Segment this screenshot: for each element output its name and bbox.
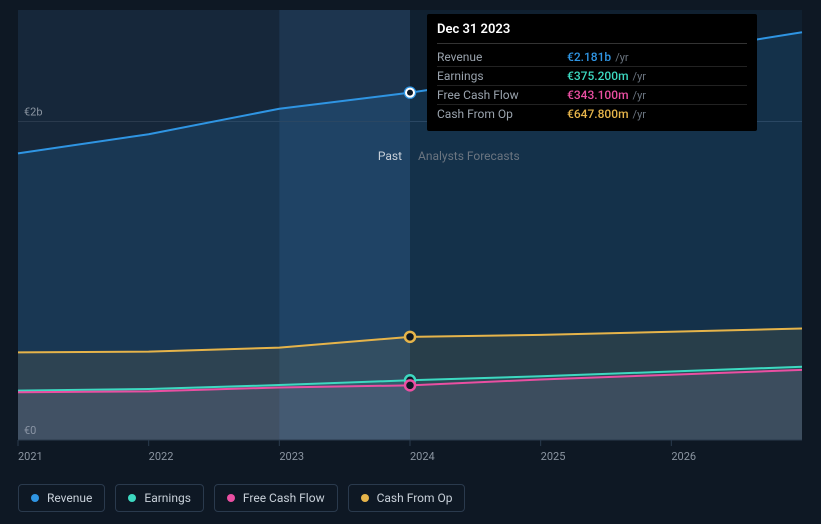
tooltip-row-value: €2.181b	[567, 50, 611, 64]
legend-item-fcf[interactable]: Free Cash Flow	[214, 484, 338, 512]
legend-dot-icon	[361, 494, 369, 502]
svg-text:Analysts Forecasts: Analysts Forecasts	[418, 149, 520, 163]
tooltip-row-label: Revenue	[437, 50, 567, 64]
legend-dot-icon	[227, 494, 235, 502]
tooltip-row-value: €647.800m	[567, 107, 629, 121]
svg-text:2026: 2026	[671, 450, 696, 463]
tooltip-row-value: €343.100m	[567, 88, 629, 102]
legend-dot-icon	[128, 494, 136, 502]
svg-text:Past: Past	[378, 149, 402, 163]
svg-text:2023: 2023	[279, 450, 304, 463]
tooltip-row-unit: /yr	[633, 108, 646, 121]
tooltip-row-value: €375.200m	[567, 69, 629, 83]
legend-item-cash_from_op[interactable]: Cash From Op	[348, 484, 466, 512]
legend-dot-icon	[31, 494, 39, 502]
chart-tooltip: Dec 31 2023 Revenue€2.181b/yrEarnings€37…	[427, 14, 757, 131]
svg-text:€2b: €2b	[24, 105, 43, 118]
svg-text:2021: 2021	[18, 450, 43, 463]
chart-legend: Revenue Earnings Free Cash Flow Cash From O…	[18, 484, 465, 512]
legend-item-revenue[interactable]: Revenue	[18, 484, 105, 512]
legend-item-earnings[interactable]: Earnings	[115, 484, 204, 512]
financials-chart: €0€2bPastAnalysts Forecasts2021202220232…	[0, 0, 821, 524]
legend-label: Free Cash Flow	[243, 491, 325, 505]
tooltip-row: Free Cash Flow€343.100m/yr	[437, 86, 747, 105]
tooltip-row: Revenue€2.181b/yr	[437, 48, 747, 67]
tooltip-title: Dec 31 2023	[437, 22, 747, 44]
tooltip-row-unit: /yr	[615, 51, 628, 64]
tooltip-row: Cash From Op€647.800m/yr	[437, 105, 747, 123]
svg-text:2024: 2024	[410, 450, 435, 463]
legend-label: Cash From Op	[377, 491, 453, 505]
legend-label: Earnings	[144, 491, 191, 505]
tooltip-row-label: Earnings	[437, 69, 567, 83]
svg-text:2022: 2022	[149, 450, 174, 463]
tooltip-row-unit: /yr	[633, 70, 646, 83]
svg-text:2025: 2025	[541, 450, 566, 463]
tooltip-row-label: Free Cash Flow	[437, 88, 567, 102]
tooltip-row-unit: /yr	[633, 89, 646, 102]
tooltip-row-label: Cash From Op	[437, 107, 567, 121]
legend-label: Revenue	[47, 491, 92, 505]
tooltip-row: Earnings€375.200m/yr	[437, 67, 747, 86]
